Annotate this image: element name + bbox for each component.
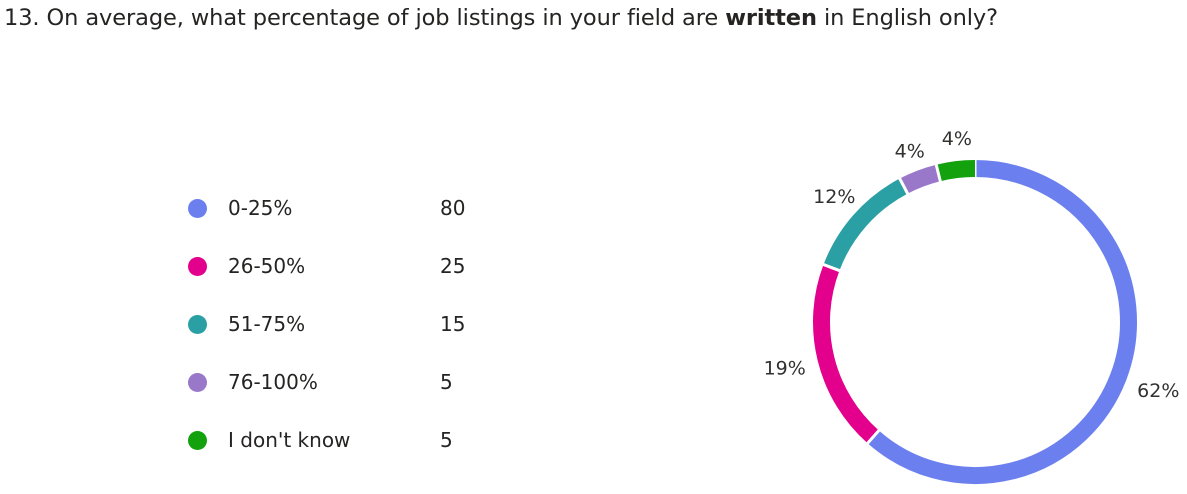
donut-slice-51-75 — [823, 178, 908, 271]
legend-swatch — [188, 431, 207, 450]
legend-item-i-don-t-know: I don't know 5 — [188, 426, 488, 484]
legend-count: 15 — [440, 312, 466, 336]
slice-separator — [822, 262, 841, 273]
donut-chart: 62% 19% 12% 4% 4% — [700, 100, 1187, 490]
data-label-51-75: 12% — [813, 186, 855, 208]
slice-separator — [934, 163, 942, 183]
donut-chart-svg: 62% 19% 12% 4% 4% — [764, 128, 1179, 484]
legend-count: 80 — [440, 196, 466, 220]
legend-label: I don't know — [228, 428, 351, 452]
donut-slice-26-50 — [813, 264, 879, 444]
question-prefix: 13. On average, what percentage of job l… — [4, 5, 726, 31]
legend-label: 51-75% — [228, 312, 306, 336]
legend-item-51-75: 51-75% 15 — [188, 310, 488, 368]
legend-swatch — [188, 315, 207, 334]
legend-label: 0-25% — [228, 196, 293, 220]
legend-swatch — [188, 373, 207, 392]
question-title: 13. On average, what percentage of job l… — [4, 2, 998, 34]
data-label-0-25: 62% — [1137, 380, 1179, 402]
legend-swatch — [188, 199, 207, 218]
legend-count: 25 — [440, 254, 466, 278]
donut-slice-0-25 — [867, 160, 1137, 484]
legend-item-0-25: 0-25% 80 — [188, 194, 488, 252]
data-label-76-100: 4% — [895, 140, 925, 162]
legend-swatch — [188, 257, 207, 276]
question-bold-word: written — [725, 5, 817, 31]
data-label-i-don-t-know: 4% — [942, 128, 972, 150]
legend-item-76-100: 76-100% 5 — [188, 368, 488, 426]
donut-slice-76-100 — [899, 164, 941, 194]
legend-count: 5 — [440, 370, 453, 394]
question-suffix: in English only? — [816, 5, 998, 31]
data-label-26-50: 19% — [764, 357, 806, 379]
donut-slice-i-don-t-know — [936, 160, 976, 182]
chart-legend: 0-25% 80 26-50% 25 51-75% 15 76-100% 5 I don't k… — [188, 194, 488, 484]
slice-separator — [897, 176, 910, 196]
legend-count: 5 — [440, 428, 453, 452]
slice-separator — [865, 428, 881, 446]
legend-label: 76-100% — [228, 370, 318, 394]
legend-item-26-50: 26-50% 25 — [188, 252, 488, 310]
legend-label: 26-50% — [228, 254, 306, 278]
